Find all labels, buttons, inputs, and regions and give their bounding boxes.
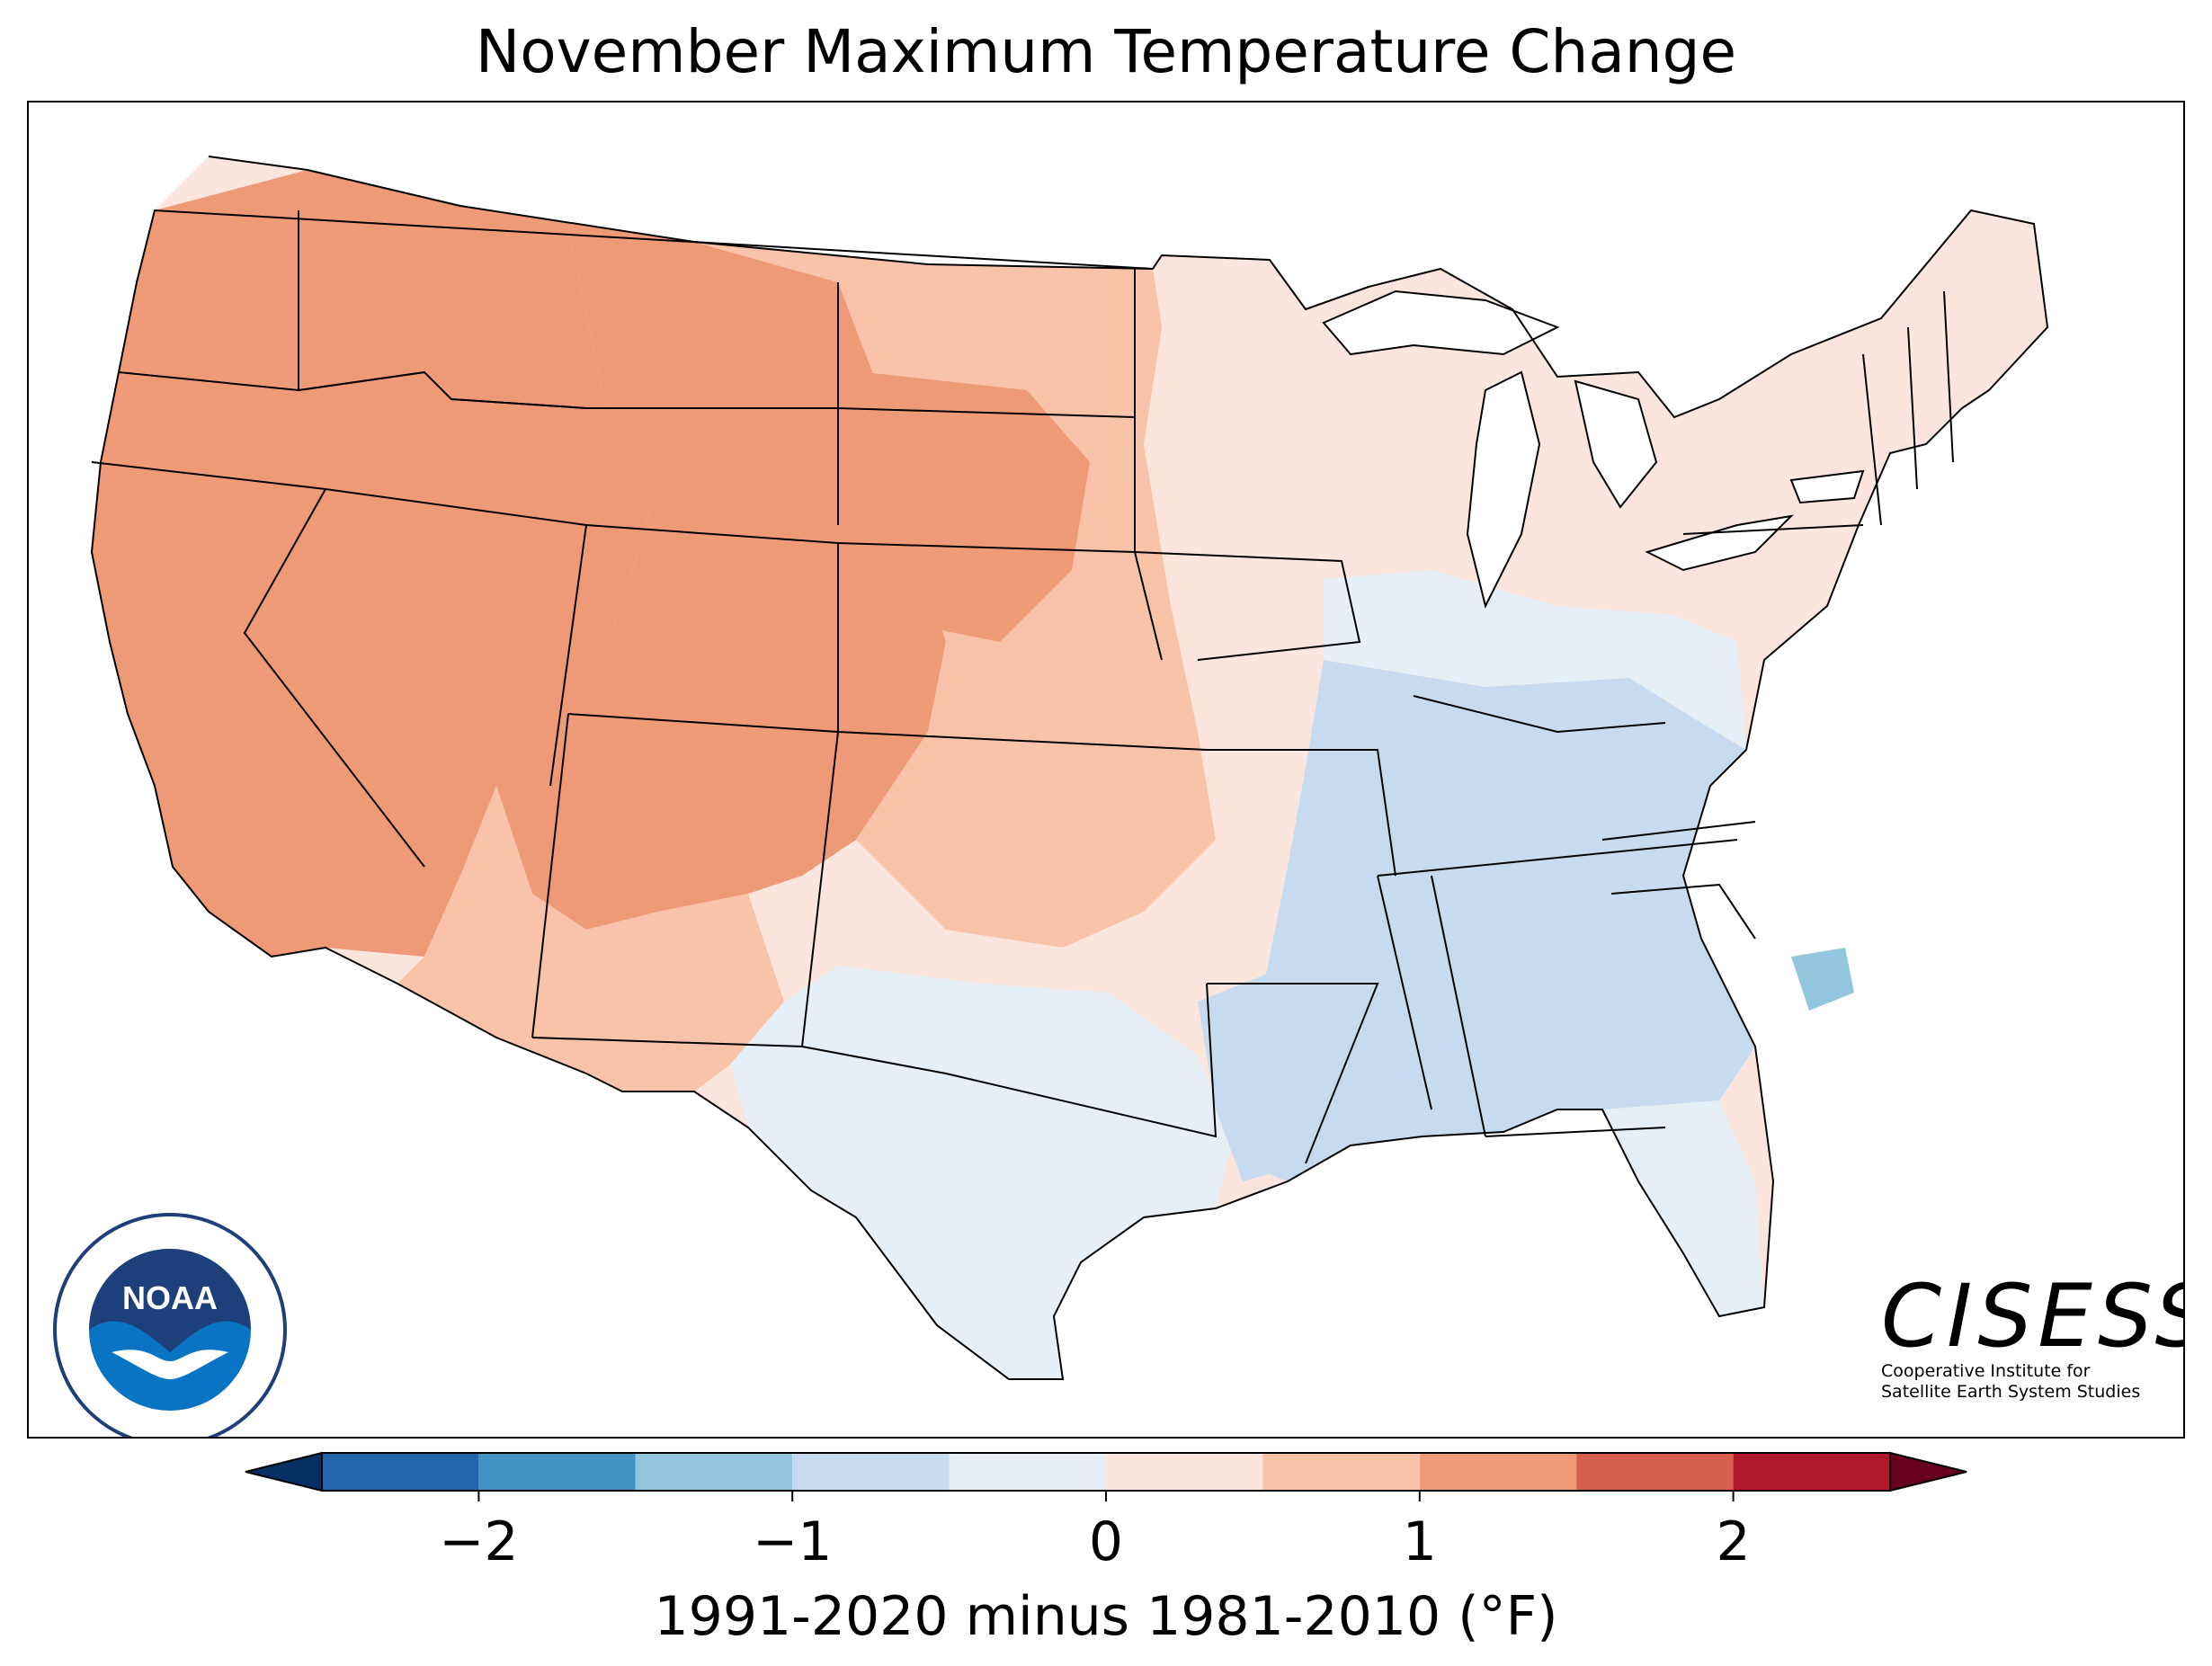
lake-superior: [1322, 290, 1560, 356]
lake-michigan: [1466, 370, 1541, 609]
state-boundaries: [90, 156, 2049, 1380]
lake-huron: [1574, 379, 1658, 509]
us-temperature-map: [90, 156, 2049, 1380]
rockies-warm-region: [460, 206, 946, 930]
colorbar-bin: [1733, 1453, 1890, 1491]
colorbar: [245, 1451, 1967, 1501]
colorbar-bin: [949, 1453, 1106, 1491]
west-warm-region: [92, 170, 658, 957]
border-ks-ok: [837, 731, 1208, 751]
border-ar-la: [1207, 983, 1379, 1164]
colorbar-tick-label: 2: [1716, 1510, 1751, 1573]
border-sc-nc: [1610, 883, 1756, 940]
colorbar-bin: [1106, 1453, 1263, 1491]
border-ga-fl: [1485, 1127, 1666, 1137]
florida-region: [1602, 1100, 1764, 1316]
colorbar-bin: [1419, 1453, 1577, 1491]
border-va: [1601, 821, 1756, 841]
border-ms-al: [1377, 875, 1486, 1137]
conus-outline: [90, 209, 2049, 1380]
map-frame: NOAA CISESS Cooperative Institute for Sa…: [27, 101, 2185, 1439]
colorbar-under-arrow: [245, 1451, 323, 1492]
carolina-cool-patch: [1791, 948, 1854, 1011]
border-mt-wy: [450, 398, 838, 409]
map-fill-layers: [92, 156, 2047, 1379]
lake-ontario: [1789, 469, 1865, 504]
texas-neutral-region: [730, 966, 1234, 1379]
colorbar-bin: [635, 1453, 793, 1491]
border-wy-co: [567, 524, 839, 734]
border-ia-mo: [1134, 551, 1361, 661]
colorbar-bin: [792, 1453, 950, 1491]
border-or-ca: [91, 461, 326, 490]
colorbar-bin: [478, 1453, 636, 1491]
southeast-cool-region: [1243, 660, 1755, 1181]
border-ok-tx: [801, 983, 1217, 1138]
cisess-logo-word: CISESS: [1881, 1266, 2185, 1367]
dakotas-warm-patch: [865, 372, 1090, 642]
colorbar-bins: [245, 1451, 1967, 1492]
colorbar-label: 1991-2020 minus 1981-2010 (°F): [654, 1585, 1558, 1648]
canada-border: [208, 156, 1154, 270]
border-tn-ky: [1377, 839, 1738, 877]
lower-mississippi-cool-region: [1198, 966, 1324, 1181]
border-pa-ny: [1682, 524, 1864, 535]
colorbar-tick-label: 0: [1088, 1510, 1124, 1573]
cisess-logo-line1: Cooperative Institute for: [1881, 1361, 2091, 1381]
colorbar-bin: [1262, 1453, 1420, 1491]
colorbar-ticks: [477, 1491, 1735, 1501]
ohio-valley-cool-region: [1324, 570, 1746, 750]
border-ne: [1862, 290, 1954, 526]
border-mo-ar: [1207, 749, 1396, 877]
cisess-logo-line2: Satellite Earth System Studies: [1881, 1382, 2141, 1402]
border-dakotas: [837, 282, 1136, 525]
map-title: November Maximum Temperature Change: [475, 17, 1737, 86]
colorbar-tick-label: −1: [752, 1510, 833, 1573]
colorbar-bin: [322, 1453, 479, 1491]
southwest-warm-region: [397, 786, 784, 1091]
colorbar-tick-label: −2: [439, 1510, 519, 1573]
cisess-logo: CISESS Cooperative Institute for Satelli…: [1881, 1266, 2185, 1403]
border-az-nm: [531, 713, 569, 1038]
colorbar-bin: [1576, 1453, 1734, 1491]
noaa-logo-text: NOAA: [122, 1279, 218, 1316]
colorbar-over-arrow: [1889, 1451, 1967, 1492]
border-ca-nv: [243, 488, 425, 868]
noaa-logo: NOAA: [53, 1213, 287, 1437]
border-ky-oh: [1413, 695, 1666, 734]
colorbar-tick-label: 1: [1402, 1510, 1437, 1573]
